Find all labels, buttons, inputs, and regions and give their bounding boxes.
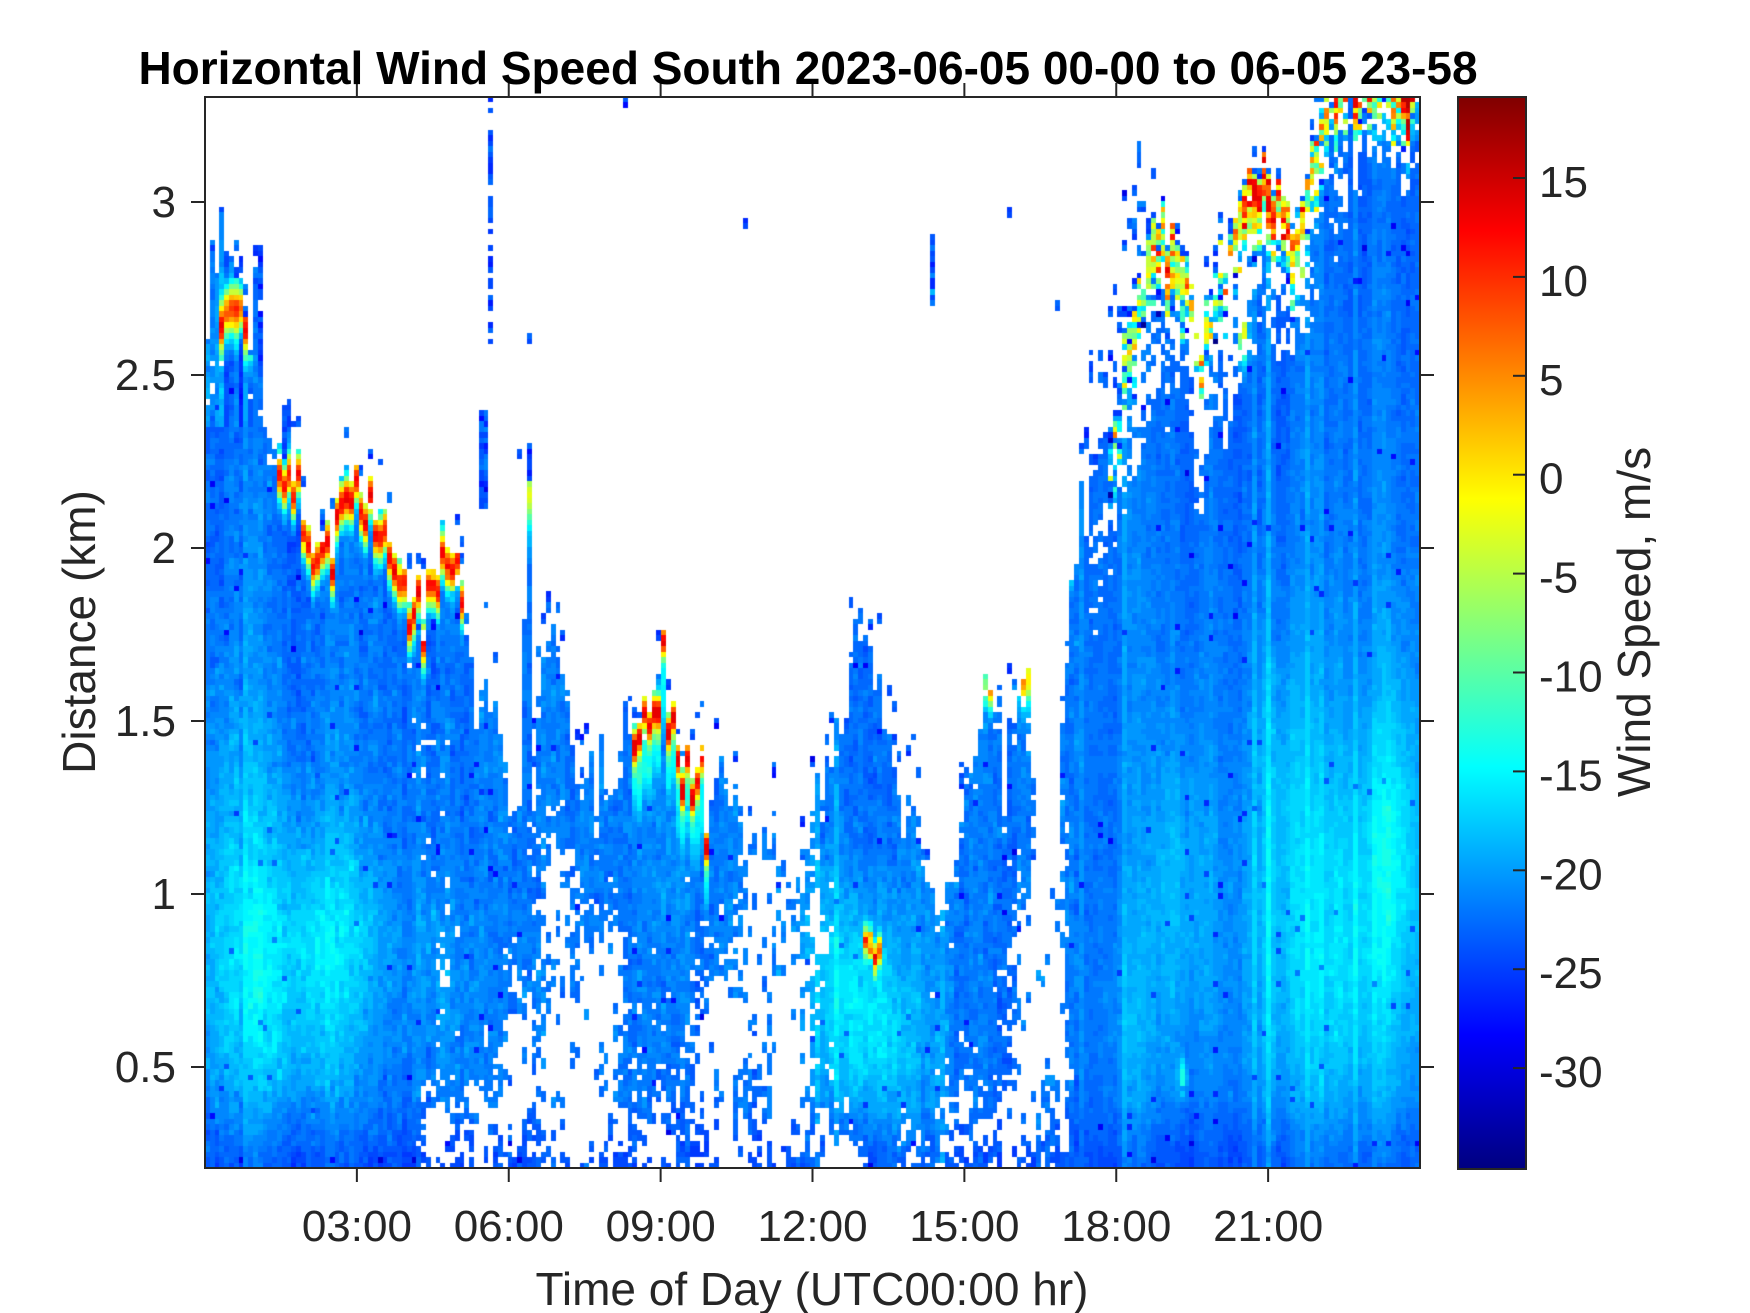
svg-text:15:00: 15:00 bbox=[909, 1202, 1019, 1251]
svg-text:-25: -25 bbox=[1539, 949, 1603, 998]
svg-text:0.5: 0.5 bbox=[115, 1043, 176, 1092]
svg-text:09:00: 09:00 bbox=[606, 1202, 716, 1251]
svg-text:-5: -5 bbox=[1539, 554, 1578, 603]
svg-text:-30: -30 bbox=[1539, 1048, 1603, 1097]
svg-text:12:00: 12:00 bbox=[757, 1202, 867, 1251]
svg-text:-10: -10 bbox=[1539, 653, 1603, 702]
svg-text:1: 1 bbox=[152, 870, 176, 919]
svg-text:10: 10 bbox=[1539, 257, 1588, 306]
svg-text:0: 0 bbox=[1539, 455, 1563, 504]
svg-text:03:00: 03:00 bbox=[302, 1202, 412, 1251]
svg-text:2.5: 2.5 bbox=[115, 351, 176, 400]
svg-text:Wind Speed, m/s: Wind Speed, m/s bbox=[1608, 447, 1660, 797]
svg-text:Distance (km): Distance (km) bbox=[53, 490, 105, 774]
svg-text:2: 2 bbox=[152, 524, 176, 573]
svg-text:3: 3 bbox=[152, 178, 176, 227]
svg-text:15: 15 bbox=[1539, 158, 1588, 207]
svg-text:1.5: 1.5 bbox=[115, 697, 176, 746]
svg-text:-20: -20 bbox=[1539, 850, 1603, 899]
svg-text:Horizontal Wind Speed South 20: Horizontal Wind Speed South 2023-06-05 0… bbox=[138, 42, 1477, 94]
svg-text:18:00: 18:00 bbox=[1061, 1202, 1171, 1251]
svg-text:06:00: 06:00 bbox=[454, 1202, 564, 1251]
svg-text:5: 5 bbox=[1539, 356, 1563, 405]
svg-text:-15: -15 bbox=[1539, 751, 1603, 800]
svg-text:Time of Day (UTC00:00 hr): Time of Day (UTC00:00 hr) bbox=[536, 1263, 1089, 1313]
svg-text:21:00: 21:00 bbox=[1213, 1202, 1323, 1251]
